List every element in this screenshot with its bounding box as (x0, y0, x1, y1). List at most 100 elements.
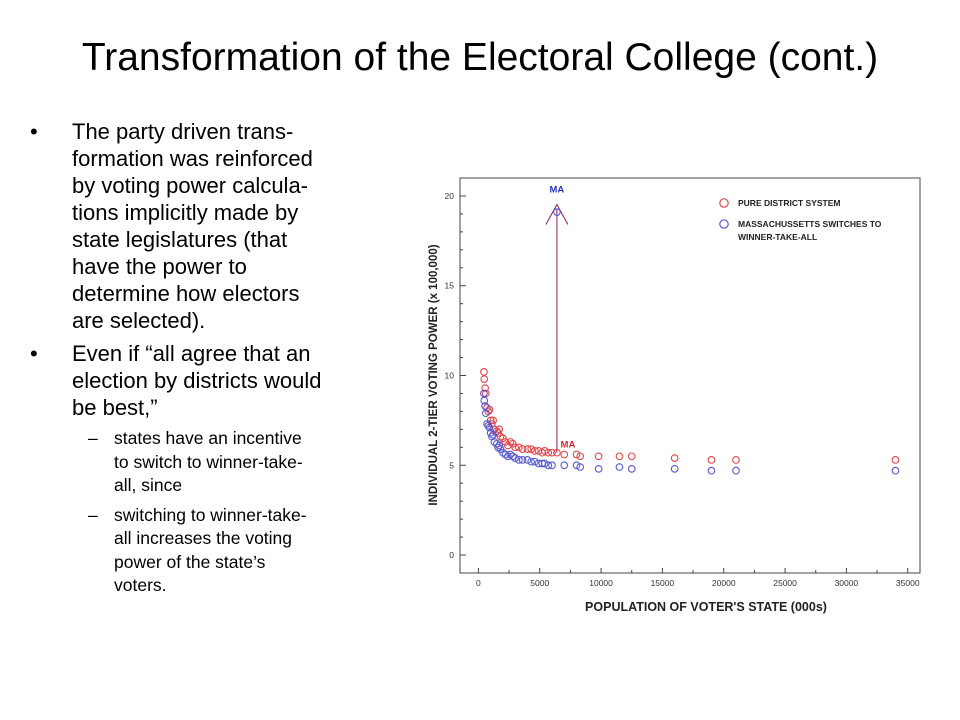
data-point-series-1 (553, 448, 561, 457)
data-point-series-1 (495, 425, 504, 434)
data-point-series-2 (490, 438, 499, 446)
text-line: be best,” (72, 395, 158, 420)
data-point-series-1 (523, 445, 532, 453)
text-line: switching to winner-take- (114, 504, 307, 525)
text-line: all, since (114, 475, 183, 495)
data-point-series-2 (530, 457, 539, 466)
data-point-series-2 (485, 423, 494, 432)
data-point-series-2 (670, 465, 679, 473)
x-tick-label: 15000 (651, 578, 675, 588)
y-tick-label: 15 (445, 281, 455, 291)
data-point-series-2 (560, 461, 569, 470)
data-point-series-1 (627, 452, 636, 461)
data-point-series-2 (480, 389, 488, 398)
data-point-series-2 (576, 463, 585, 471)
data-point-series-2 (480, 396, 489, 405)
bullet-2-lines: Even if “all agree that an election by di… (72, 340, 388, 421)
data-point-series-2 (484, 421, 493, 430)
data-point-series-2 (518, 456, 527, 464)
slide-title: Transformation of the Electoral College … (81, 36, 879, 79)
chart-marks: MA MA (480, 184, 900, 475)
data-point-series-2 (495, 441, 504, 450)
data-point-series-2 (527, 457, 535, 466)
y-axis-label: INDIVIDUAL 2-TIER VOTING POWER (x 100,00… (428, 244, 440, 505)
scatter-chart: 0 5 10 15 20 0 5000 10000 15000 20000 25000 30000 35… (418, 170, 930, 620)
data-point-series-1 (483, 403, 491, 412)
data-point-series-1 (891, 456, 900, 464)
data-point-series-2 (707, 466, 716, 475)
data-point-series-1 (527, 445, 535, 453)
data-point-series-1 (496, 432, 505, 441)
data-point-series-1 (530, 447, 539, 455)
text-line: state legislatures (that (72, 227, 288, 252)
legend-marker-series-2 (719, 219, 729, 229)
data-point-series-2 (494, 443, 502, 452)
legend-label-series-1: PURE DISTRICT SYSTEM (738, 198, 840, 208)
data-point-series-2 (544, 461, 553, 470)
x-tick-label: 25000 (773, 578, 797, 588)
legend-label-series-2: MASSACHUSSETTS SWITCHES TO WINNER-TAKE-AL… (738, 219, 882, 242)
data-point-series-1 (707, 456, 716, 464)
data-point-series-1 (480, 368, 488, 376)
data-point-series-2 (499, 448, 507, 457)
y-tick-label: 10 (445, 371, 455, 381)
text-line: to switch to winner-take- (114, 451, 303, 472)
x-tick-label: 30000 (835, 578, 859, 588)
sub-bullet-dash: – (88, 504, 98, 525)
data-point-series-2 (506, 450, 515, 459)
text-line: are selected). (72, 308, 206, 333)
data-point-series-2 (503, 452, 512, 461)
x-tick-label: 5000 (530, 578, 549, 588)
data-point-series-2 (732, 466, 740, 475)
bullet-dot: • (30, 119, 38, 144)
text-line: states have an incentive (114, 428, 302, 448)
data-point-series-2 (523, 456, 532, 464)
data-point-series-1 (489, 416, 497, 425)
data-point-series-2 (615, 463, 624, 471)
data-point-series-2 (627, 465, 636, 473)
text-line: voters. (114, 575, 167, 595)
plot-frame (459, 177, 921, 574)
data-point-series-1 (548, 448, 556, 457)
data-point-series-1 (506, 438, 515, 446)
bullet-dot: • (30, 341, 38, 366)
text-line: Even if “all agree that an (72, 341, 311, 366)
data-point-series-1 (594, 452, 603, 461)
text-line: by voting power calcula- (72, 173, 309, 198)
text-line: all increases the voting (114, 528, 293, 548)
sub-bullet-2-lines: switching to winner-take-all increases t… (114, 504, 388, 598)
data-point-series-2 (486, 429, 495, 437)
sub-bullet-1: – states have an incentive to switch to w… (28, 427, 388, 498)
data-point-series-2 (501, 450, 510, 459)
sub-bullet-2: – switching to winner-take-all increases… (28, 504, 388, 598)
data-point-series-1 (540, 447, 549, 455)
data-point-series-2 (548, 461, 556, 470)
sub-bullet-dash: – (88, 428, 98, 448)
x-tick-label: 0 (476, 578, 481, 588)
data-point-series-2 (511, 454, 520, 462)
text-line: formation was reinforced (72, 146, 313, 171)
data-point-series-1 (670, 454, 679, 462)
legend-marker-series-1 (719, 198, 729, 208)
data-point-series-2 (572, 461, 581, 470)
data-point-series-2 (891, 466, 900, 475)
text-line: determine how electors (72, 281, 300, 306)
data-point-series-1 (572, 450, 581, 459)
data-point-series-1 (515, 443, 523, 452)
data-point-series-2 (540, 459, 549, 468)
data-point-series-1 (511, 443, 520, 452)
data-point-series-2 (481, 402, 489, 410)
data-point-series-1 (480, 375, 489, 383)
annotation-label: MA (550, 184, 565, 195)
text-line: power of the state’s (114, 551, 266, 572)
data-point-series-2 (508, 452, 517, 461)
data-point-series-2 (492, 439, 501, 448)
bullet-list: • The party driven trans-formation was r… (28, 118, 388, 602)
data-point-series-2 (515, 456, 523, 464)
data-point-series-1 (732, 456, 740, 464)
data-point-series-2 (594, 465, 603, 473)
text-line: tions implicitly made by (72, 200, 299, 225)
arrow-head (545, 203, 569, 225)
bullet-1-lines: The party driven trans-formation was rei… (72, 118, 388, 334)
y-tick-label: 5 (449, 460, 454, 470)
